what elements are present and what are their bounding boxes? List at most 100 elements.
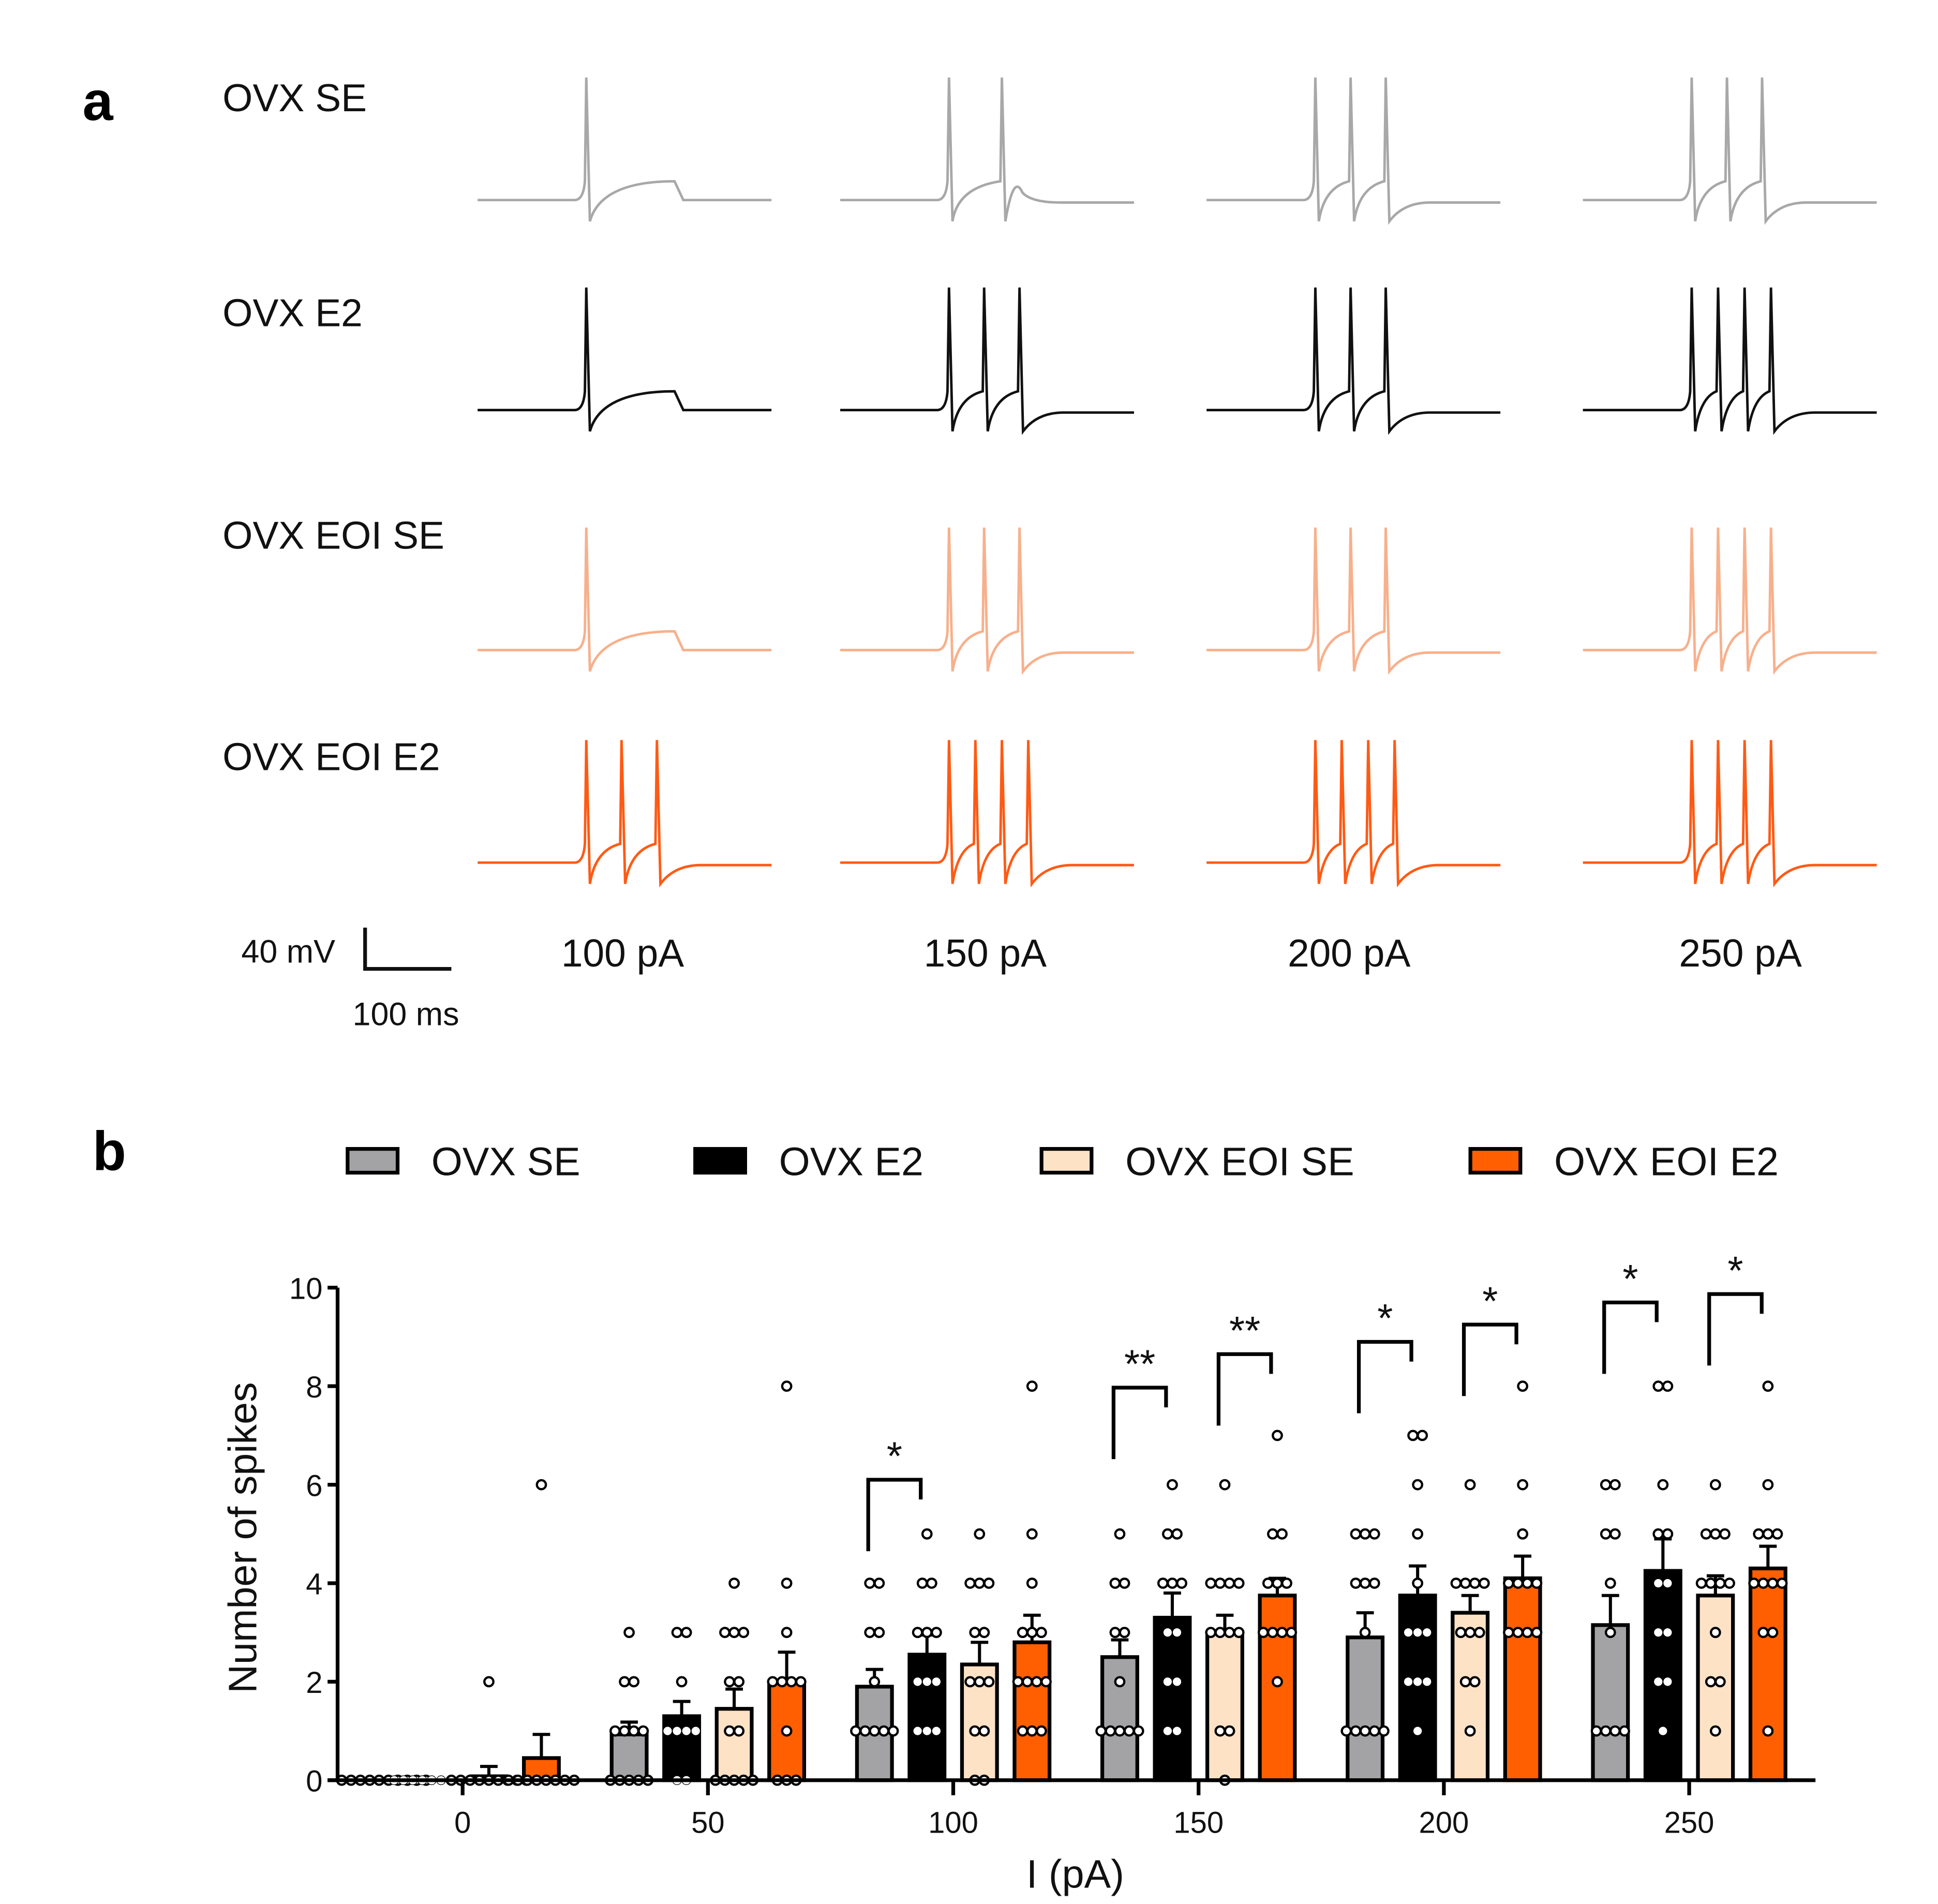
data-point bbox=[1757, 1627, 1769, 1639]
data-point bbox=[1600, 1725, 1612, 1737]
data-point bbox=[1715, 1578, 1726, 1589]
data-point bbox=[1359, 1627, 1371, 1639]
data-point bbox=[1105, 1725, 1116, 1737]
panel-b: b I (pA) Number of spikes OVX SE OVX E2 OV… bbox=[93, 1121, 1816, 1897]
bar bbox=[1748, 1566, 1787, 1782]
data-point bbox=[1272, 1430, 1283, 1441]
data-point bbox=[1662, 1528, 1674, 1540]
data-point bbox=[728, 1627, 740, 1639]
voltage-trace bbox=[840, 527, 1135, 675]
data-point bbox=[869, 1676, 881, 1688]
data-point bbox=[978, 1627, 990, 1639]
data-point bbox=[1403, 1627, 1413, 1638]
data-point bbox=[676, 1676, 688, 1688]
data-point bbox=[922, 1677, 932, 1687]
voltage-trace bbox=[840, 287, 1135, 435]
legend-label: OVX SE bbox=[431, 1139, 580, 1184]
bar bbox=[714, 1707, 754, 1782]
current-label: 200 pA bbox=[1288, 931, 1410, 975]
significance-bracket bbox=[1602, 1300, 1659, 1374]
data-point bbox=[663, 1726, 673, 1736]
voltage-trace bbox=[1206, 287, 1501, 435]
significance-label: * bbox=[1482, 1279, 1498, 1323]
data-point bbox=[1412, 1627, 1423, 1638]
data-point bbox=[1224, 1578, 1235, 1589]
data-point bbox=[1281, 1578, 1292, 1589]
data-point bbox=[1464, 1627, 1476, 1639]
data-point bbox=[1705, 1676, 1717, 1688]
data-point bbox=[672, 1726, 682, 1736]
bar bbox=[1503, 1576, 1542, 1782]
significance-label: * bbox=[1377, 1296, 1393, 1341]
data-point bbox=[1267, 1528, 1278, 1540]
significance-label: ** bbox=[1229, 1308, 1260, 1353]
bar bbox=[1012, 1640, 1052, 1782]
x-tick-label: 150 bbox=[1173, 1806, 1224, 1839]
data-point bbox=[1503, 1627, 1514, 1639]
data-point bbox=[1503, 1578, 1514, 1589]
data-point bbox=[1114, 1528, 1126, 1540]
data-point bbox=[691, 1726, 701, 1736]
data-point bbox=[1658, 1726, 1668, 1736]
data-point bbox=[1422, 1627, 1432, 1638]
data-point bbox=[1017, 1627, 1028, 1639]
legend-swatch bbox=[693, 1147, 748, 1175]
data-point bbox=[1663, 1677, 1673, 1687]
data-point bbox=[921, 1627, 933, 1639]
data-point bbox=[1172, 1677, 1182, 1687]
y-tick-label: 2 bbox=[306, 1667, 322, 1700]
data-point bbox=[1609, 1479, 1621, 1491]
y-tick-label: 4 bbox=[306, 1568, 322, 1601]
data-point bbox=[974, 1578, 986, 1589]
data-point bbox=[1590, 1725, 1602, 1737]
legend-label: OVX E2 bbox=[779, 1139, 923, 1184]
data-point bbox=[1026, 1380, 1038, 1392]
data-point bbox=[1114, 1676, 1126, 1688]
voltage-trace bbox=[1583, 287, 1877, 435]
data-point bbox=[619, 1676, 630, 1688]
significance-label: ** bbox=[1124, 1342, 1155, 1387]
data-point bbox=[1224, 1725, 1235, 1737]
data-point bbox=[535, 1479, 547, 1491]
current-label: 250 pA bbox=[1679, 931, 1801, 975]
significance-bracket bbox=[1356, 1340, 1413, 1414]
data-point bbox=[1162, 1677, 1173, 1687]
data-point bbox=[1469, 1676, 1481, 1688]
data-point bbox=[1276, 1627, 1288, 1639]
data-point bbox=[1531, 1578, 1543, 1589]
data-point bbox=[1412, 1528, 1424, 1540]
row-label: OVX EOI E2 bbox=[222, 735, 440, 778]
significance-bracket bbox=[1707, 1292, 1764, 1366]
data-point bbox=[1233, 1578, 1245, 1589]
data-point bbox=[1653, 1627, 1663, 1638]
voltage-trace bbox=[840, 77, 1135, 222]
data-point bbox=[974, 1528, 986, 1540]
data-point bbox=[931, 1726, 942, 1736]
bar bbox=[1643, 1569, 1682, 1782]
data-point bbox=[1095, 1725, 1107, 1737]
bar bbox=[1696, 1594, 1735, 1782]
data-point bbox=[1762, 1725, 1774, 1737]
bar bbox=[1591, 1623, 1630, 1782]
data-point bbox=[623, 1627, 635, 1639]
data-point bbox=[1167, 1578, 1178, 1589]
bar bbox=[1398, 1594, 1437, 1782]
data-point bbox=[1205, 1578, 1217, 1589]
data-point bbox=[1652, 1528, 1664, 1540]
data-point bbox=[1512, 1627, 1524, 1639]
data-point bbox=[964, 1676, 976, 1688]
data-point bbox=[609, 1725, 621, 1737]
data-point bbox=[1123, 1725, 1135, 1737]
data-point bbox=[1652, 1380, 1664, 1392]
data-point bbox=[1412, 1677, 1423, 1687]
data-point bbox=[1262, 1578, 1274, 1589]
data-point bbox=[1286, 1627, 1298, 1639]
data-point bbox=[637, 1725, 649, 1737]
data-point bbox=[873, 1578, 885, 1589]
data-point bbox=[1653, 1677, 1663, 1687]
voltage-trace bbox=[478, 527, 772, 672]
data-point bbox=[1021, 1676, 1033, 1688]
data-point bbox=[1412, 1726, 1423, 1736]
current-label: 100 pA bbox=[561, 931, 684, 975]
